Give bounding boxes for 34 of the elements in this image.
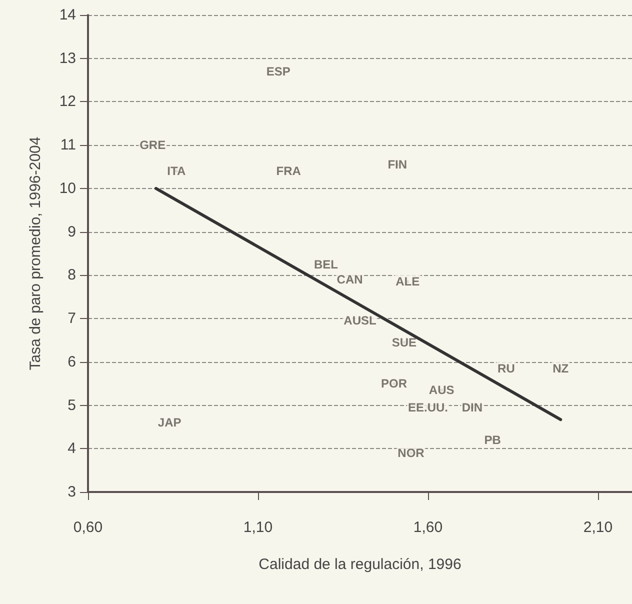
y-tick-label: 6 (68, 353, 76, 370)
y-tick-label: 5 (68, 396, 76, 414)
x-tick-label: 0,60 (73, 519, 103, 536)
data-label: AUSL (344, 314, 376, 328)
data-label: POR (380, 376, 408, 391)
data-label: PB (484, 432, 502, 447)
data-label: AUS (428, 383, 454, 398)
x-tick-label: 1,10 (243, 519, 273, 536)
data-label: JAP (158, 416, 182, 430)
x-tick-label: 1,60 (413, 519, 443, 536)
y-tick-label: 7 (68, 310, 76, 328)
data-label: GRE (140, 138, 166, 152)
x-axis-title: Calidad de la regulación, 1996 (258, 556, 462, 573)
data-label: FRA (276, 164, 302, 178)
y-tick-label: 10 (59, 180, 76, 197)
x-tick-label: 2,10 (583, 519, 613, 536)
data-label: EE.UU. (408, 400, 448, 414)
y-axis-title: Tasa de paro promedio, 1996-2004 (27, 136, 44, 370)
y-tick-label: 4 (68, 440, 76, 458)
y-tick-label: 12 (59, 93, 76, 110)
data-label: NZ (552, 361, 569, 376)
data-label: BEL (314, 257, 338, 272)
data-label: FIN (388, 158, 408, 172)
y-tick-label: 9 (68, 223, 76, 240)
data-label: SUE (392, 335, 417, 350)
data-label: ITA (167, 164, 186, 178)
data-label: ESP (266, 64, 290, 78)
y-tick-label: 11 (60, 136, 76, 154)
data-label: CAN (336, 272, 363, 287)
y-tick-label: 3 (68, 484, 76, 500)
y-tick-label: 13 (59, 50, 76, 67)
data-label: RU (498, 361, 515, 376)
y-tick-label: 8 (68, 266, 76, 284)
y-tick-label: 14 (59, 6, 76, 24)
